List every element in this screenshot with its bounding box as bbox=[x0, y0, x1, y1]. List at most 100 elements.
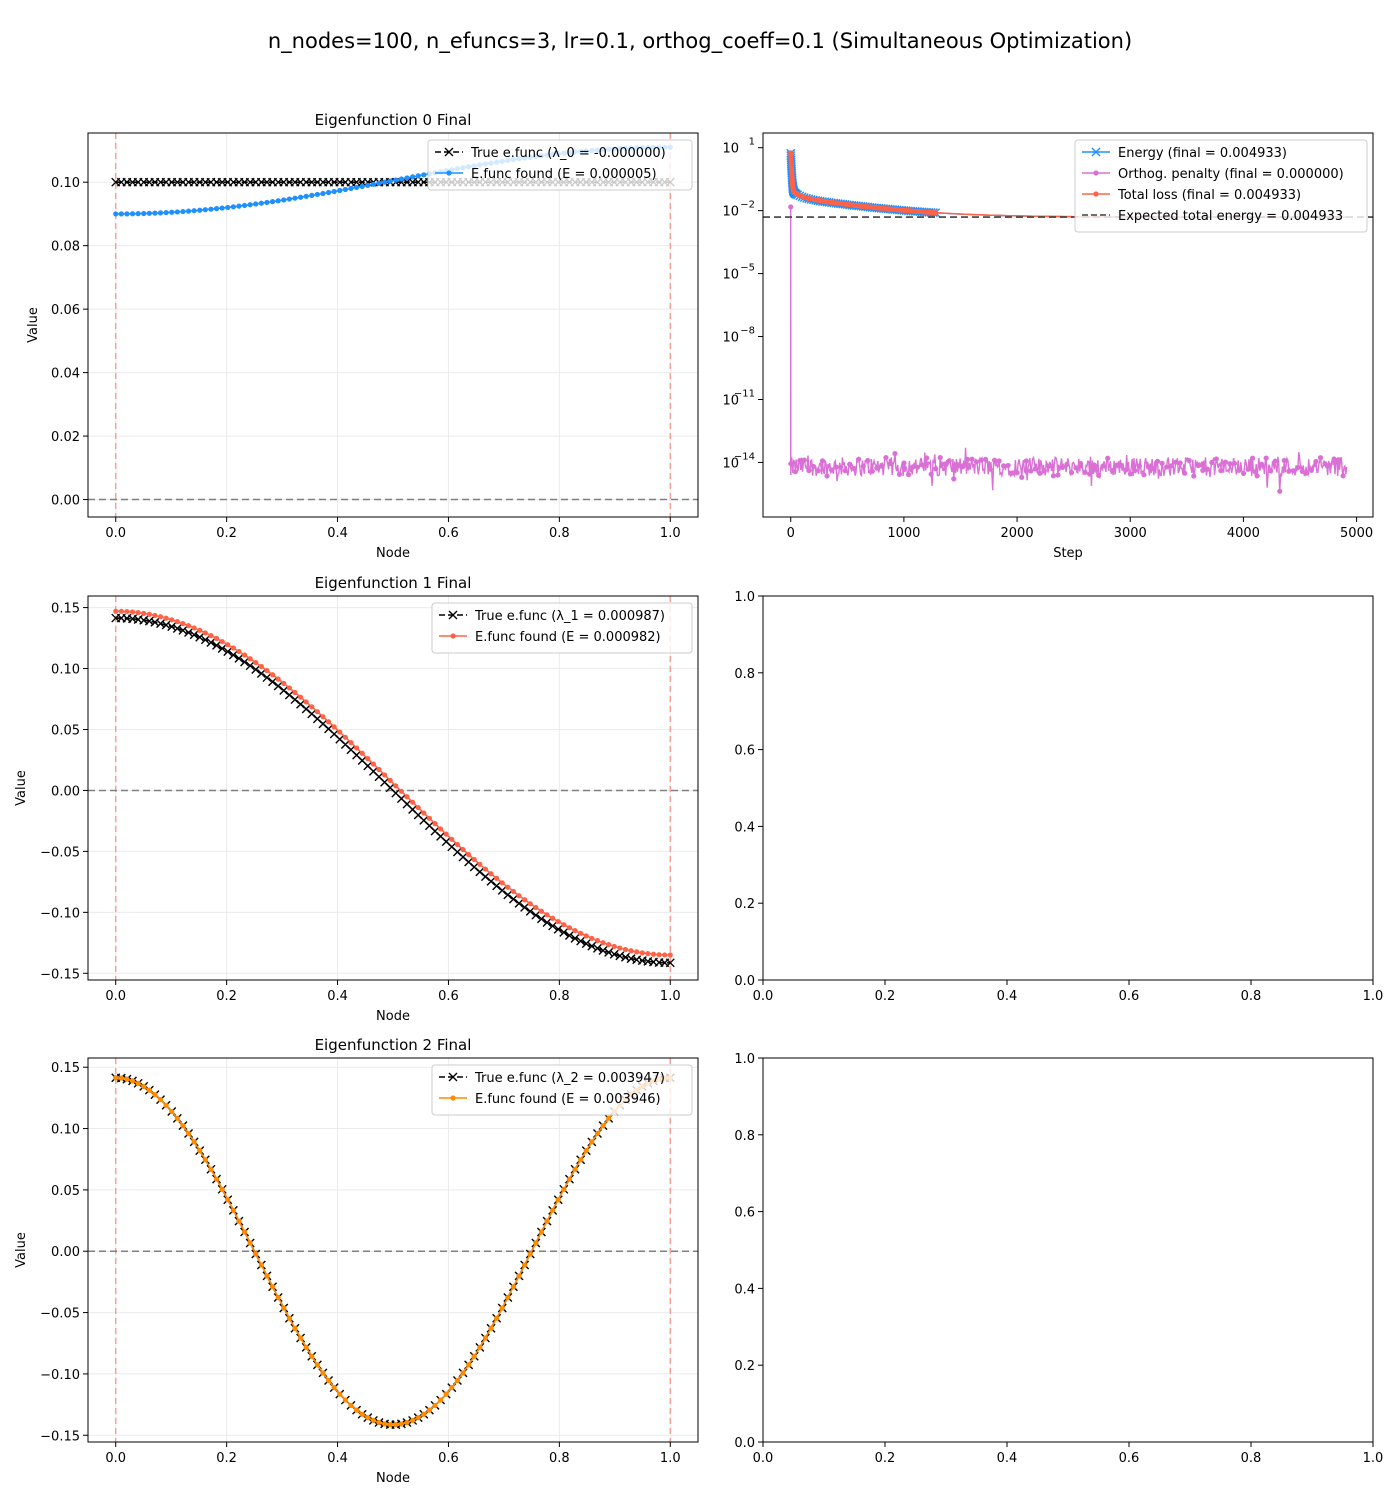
data-point bbox=[1019, 474, 1025, 480]
data-point-x bbox=[178, 625, 188, 635]
legend-entry: E.func found (E = 0.000982) bbox=[439, 630, 661, 645]
x-tick-label: 0.2 bbox=[216, 989, 237, 1004]
legend-label: True e.func (λ_1 = 0.000987) bbox=[474, 609, 665, 624]
data-point bbox=[819, 458, 826, 464]
legend-marker bbox=[1093, 170, 1099, 176]
data-point bbox=[208, 633, 214, 639]
data-point bbox=[219, 638, 225, 645]
data-point bbox=[788, 461, 794, 467]
data-point bbox=[460, 846, 466, 853]
data-point-x bbox=[284, 690, 294, 700]
data-point bbox=[269, 1284, 276, 1290]
x-tick-label: 4000 bbox=[1227, 526, 1260, 541]
data-point bbox=[914, 464, 921, 470]
data-point bbox=[566, 1176, 573, 1182]
x-tick-label: 0.0 bbox=[105, 989, 126, 1004]
data-point bbox=[1118, 462, 1124, 469]
data-point bbox=[810, 463, 817, 470]
legend-entry: Expected total energy = 0.004933 bbox=[1082, 209, 1343, 224]
y-tick-label: 0.6 bbox=[734, 1206, 755, 1221]
data-point bbox=[398, 176, 405, 182]
data-point bbox=[533, 904, 539, 911]
data-point bbox=[1023, 458, 1029, 464]
data-point bbox=[1317, 455, 1324, 461]
axes-frame bbox=[762, 132, 1374, 518]
data-point bbox=[129, 1078, 136, 1084]
data-point bbox=[454, 841, 461, 848]
data-point bbox=[146, 611, 152, 617]
data-point bbox=[359, 750, 365, 756]
x-tick-label: 0.6 bbox=[438, 989, 459, 1004]
data-point bbox=[594, 937, 601, 944]
y-tick-label: 0.2 bbox=[734, 897, 755, 912]
data-point bbox=[1268, 468, 1274, 474]
data-point bbox=[555, 1197, 561, 1203]
x-tick-label: 0.0 bbox=[753, 989, 774, 1004]
data-point bbox=[118, 211, 124, 217]
data-point bbox=[1204, 466, 1210, 472]
data-point bbox=[365, 182, 371, 188]
x-tick-label: 0 bbox=[787, 526, 795, 541]
data-point bbox=[1123, 467, 1129, 473]
data-point bbox=[124, 608, 130, 615]
x-tick-label: 1.0 bbox=[1363, 1451, 1384, 1466]
data-point bbox=[303, 193, 309, 199]
data-point-x bbox=[167, 622, 177, 632]
data-point bbox=[320, 190, 326, 197]
data-point bbox=[499, 880, 505, 886]
data-point bbox=[426, 1407, 433, 1413]
data-point-x bbox=[223, 647, 233, 657]
y-tick-label: 0.04 bbox=[51, 367, 80, 382]
y-tick-label: 0.8 bbox=[734, 1129, 755, 1144]
data-point bbox=[1005, 462, 1011, 469]
x-tick-label: 0.8 bbox=[549, 1451, 570, 1466]
data-point bbox=[477, 861, 483, 867]
data-point bbox=[169, 209, 175, 215]
data-point bbox=[639, 950, 645, 956]
data-point-x bbox=[262, 673, 272, 683]
data-point bbox=[544, 1218, 550, 1224]
data-point bbox=[1322, 461, 1328, 467]
data-point bbox=[572, 1166, 578, 1172]
data-point bbox=[964, 456, 970, 462]
data-point bbox=[578, 1157, 584, 1163]
data-point bbox=[797, 458, 803, 464]
data-point bbox=[135, 1080, 141, 1086]
data-point bbox=[1132, 468, 1138, 474]
data-point-x bbox=[576, 936, 586, 946]
data-point bbox=[471, 1353, 477, 1359]
data-point bbox=[353, 745, 360, 751]
data-point bbox=[933, 466, 939, 472]
data-point bbox=[275, 198, 281, 204]
data-point bbox=[264, 667, 270, 674]
data-point bbox=[505, 1294, 511, 1301]
data-point bbox=[370, 761, 376, 767]
data-point bbox=[589, 935, 595, 941]
data-point bbox=[788, 204, 794, 210]
data-point bbox=[1032, 466, 1038, 472]
axes-frame bbox=[87, 595, 699, 981]
data-point bbox=[566, 925, 573, 931]
data-point bbox=[1299, 468, 1305, 474]
data-point-x bbox=[587, 941, 597, 951]
x-axis-label: Node bbox=[376, 1471, 410, 1486]
data-point bbox=[135, 610, 141, 616]
data-point bbox=[247, 202, 253, 208]
y-tick-label: 10 bbox=[722, 393, 739, 408]
legend-entry: E.func found (E = 0.003946) bbox=[439, 1092, 661, 1107]
data-point bbox=[1046, 463, 1052, 469]
data-point bbox=[924, 455, 930, 461]
data-point bbox=[516, 893, 522, 899]
data-point bbox=[991, 457, 998, 463]
data-point bbox=[1159, 460, 1165, 466]
data-point bbox=[197, 627, 203, 633]
data-point bbox=[415, 1415, 421, 1421]
data-point bbox=[303, 1344, 309, 1350]
data-point bbox=[1109, 467, 1115, 474]
data-point bbox=[1313, 458, 1319, 465]
data-point bbox=[510, 1284, 517, 1290]
data-point bbox=[1096, 472, 1102, 479]
data-point bbox=[466, 1362, 472, 1368]
data-point-x bbox=[212, 640, 222, 650]
